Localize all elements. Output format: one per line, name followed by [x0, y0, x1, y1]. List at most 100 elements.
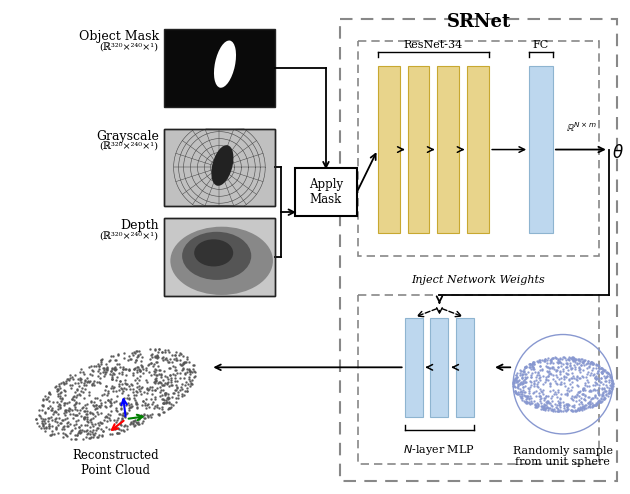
Point — [573, 388, 583, 396]
Point — [575, 365, 585, 372]
Point — [149, 378, 159, 386]
Point — [94, 421, 104, 429]
Point — [575, 359, 585, 367]
Point — [115, 411, 125, 418]
Point — [544, 364, 554, 372]
Point — [134, 347, 144, 355]
Point — [543, 363, 553, 371]
Point — [37, 402, 47, 410]
Point — [105, 416, 115, 424]
Point — [119, 421, 129, 429]
Point — [510, 389, 520, 397]
Point — [43, 397, 54, 405]
Point — [175, 356, 185, 364]
Point — [578, 390, 588, 398]
Point — [111, 365, 121, 373]
Point — [152, 352, 162, 360]
Point — [539, 400, 549, 408]
Point — [597, 384, 607, 392]
Point — [76, 387, 86, 395]
Point — [556, 380, 566, 388]
Point — [530, 387, 541, 395]
Point — [607, 379, 617, 387]
Point — [581, 401, 591, 409]
Point — [576, 406, 587, 413]
Point — [165, 355, 175, 363]
Point — [90, 412, 100, 420]
Point — [55, 401, 66, 409]
Point — [62, 414, 72, 422]
Point — [88, 414, 98, 422]
Point — [156, 386, 166, 394]
Point — [564, 356, 574, 364]
Point — [122, 401, 132, 409]
Point — [527, 399, 537, 407]
Point — [525, 360, 536, 368]
Point — [72, 412, 83, 419]
Point — [538, 405, 548, 413]
Point — [581, 404, 591, 412]
Point — [45, 390, 55, 398]
Point — [562, 359, 572, 367]
Point — [71, 393, 81, 401]
Point — [518, 368, 529, 375]
Point — [190, 372, 200, 380]
Point — [580, 386, 590, 394]
Point — [119, 394, 129, 402]
Point — [55, 389, 65, 397]
Point — [162, 379, 172, 387]
Point — [160, 371, 170, 379]
Point — [517, 380, 527, 388]
Point — [164, 400, 175, 408]
Point — [59, 378, 69, 386]
Point — [120, 376, 130, 384]
Point — [563, 401, 573, 409]
Point — [555, 370, 565, 378]
Point — [62, 422, 72, 430]
Point — [86, 398, 96, 406]
Point — [589, 385, 599, 393]
Point — [82, 415, 92, 423]
Point — [538, 386, 548, 394]
Point — [532, 357, 542, 365]
Point — [594, 364, 604, 371]
Point — [534, 357, 544, 365]
Point — [100, 386, 110, 394]
Point — [511, 376, 521, 384]
Point — [140, 402, 150, 410]
Point — [517, 367, 527, 375]
Point — [562, 361, 572, 369]
Point — [591, 372, 601, 380]
Point — [585, 360, 595, 368]
Point — [528, 364, 538, 372]
Point — [155, 366, 165, 374]
Point — [71, 411, 81, 419]
Point — [590, 373, 600, 381]
Point — [578, 373, 588, 381]
Point — [582, 370, 592, 378]
Point — [568, 357, 578, 365]
Point — [79, 370, 89, 378]
Point — [510, 374, 520, 382]
Point — [115, 363, 125, 370]
Point — [606, 374, 616, 382]
Point — [91, 401, 101, 409]
Point — [164, 394, 174, 402]
Point — [74, 382, 84, 390]
Point — [96, 401, 106, 409]
Point — [575, 404, 585, 412]
Point — [161, 399, 171, 407]
Point — [40, 427, 50, 435]
Point — [105, 370, 115, 378]
Point — [41, 424, 51, 432]
Point — [591, 375, 601, 383]
Point — [158, 375, 168, 383]
Point — [520, 363, 530, 371]
Point — [585, 387, 595, 395]
Point — [73, 379, 83, 387]
Point — [513, 388, 524, 396]
Point — [535, 356, 545, 364]
Point — [101, 422, 111, 430]
Point — [113, 414, 123, 422]
Point — [158, 356, 168, 364]
